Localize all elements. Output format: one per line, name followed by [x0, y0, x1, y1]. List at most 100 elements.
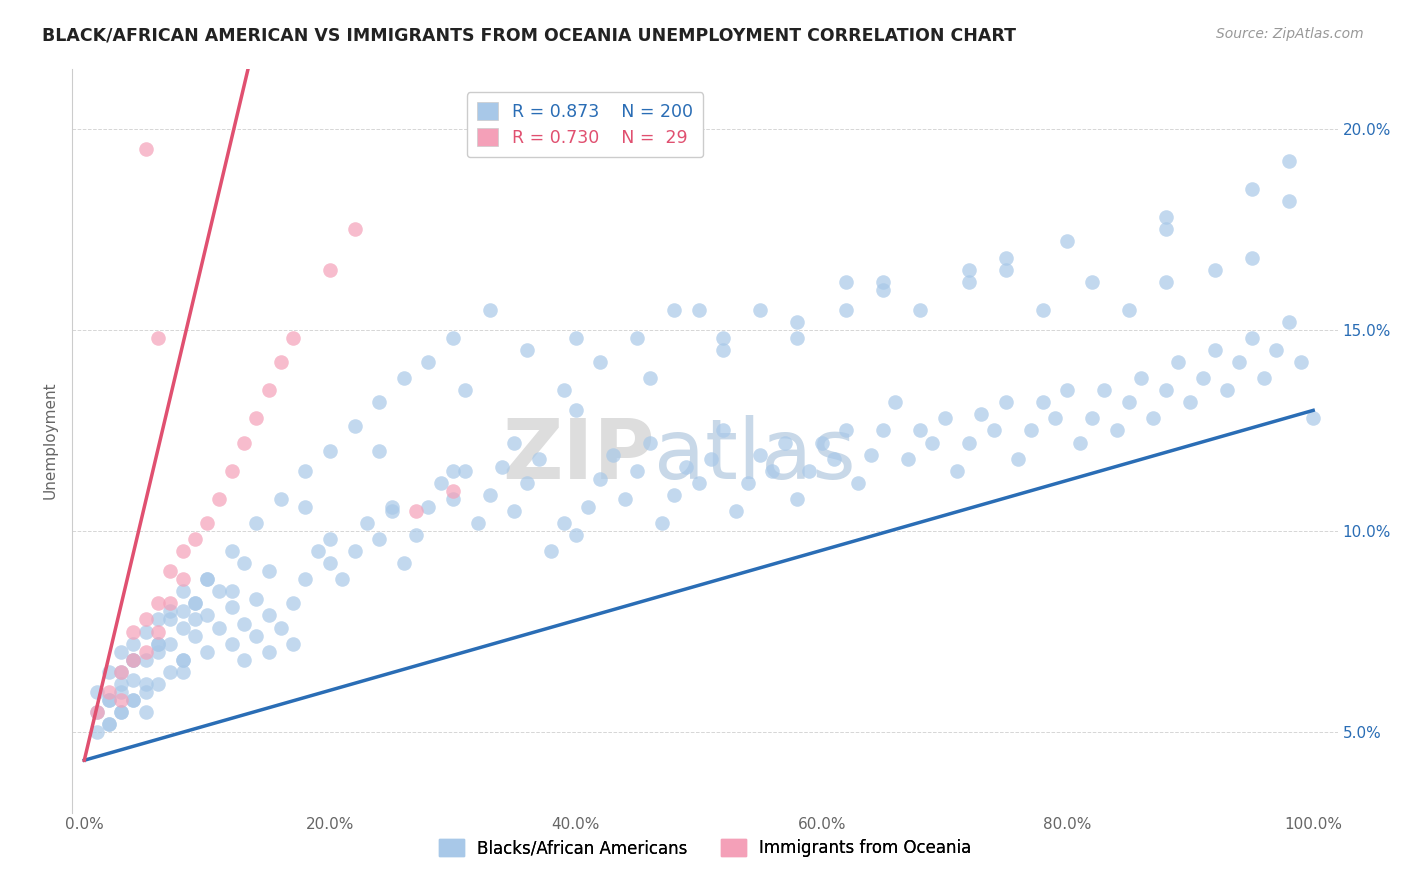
Point — [1130, 371, 1153, 385]
Point — [319, 443, 342, 458]
Point — [97, 717, 120, 731]
Point — [638, 371, 661, 385]
Point — [724, 504, 747, 518]
Point — [172, 544, 194, 558]
Point — [786, 331, 808, 345]
Point — [823, 451, 845, 466]
Point — [478, 488, 501, 502]
Point — [662, 488, 685, 502]
Point — [172, 584, 194, 599]
Point — [934, 411, 956, 425]
Point — [1240, 251, 1263, 265]
Point — [110, 693, 132, 707]
Point — [516, 475, 538, 490]
Point — [994, 395, 1017, 409]
Point — [122, 624, 145, 639]
Point — [195, 645, 218, 659]
Point — [688, 475, 710, 490]
Point — [110, 677, 132, 691]
Point — [245, 411, 267, 425]
Point — [122, 653, 145, 667]
Point — [208, 491, 231, 506]
Point — [1229, 355, 1251, 369]
Point — [294, 572, 316, 586]
Point — [749, 302, 772, 317]
Point — [135, 613, 157, 627]
Point — [343, 419, 366, 434]
Point — [159, 564, 181, 578]
Point — [122, 653, 145, 667]
Point — [195, 572, 218, 586]
Point — [233, 556, 256, 570]
Point — [368, 443, 391, 458]
Legend: Blacks/African Americans, Immigrants from Oceania: Blacks/African Americans, Immigrants fro… — [432, 832, 977, 863]
Point — [135, 645, 157, 659]
Point — [1056, 384, 1078, 398]
Point — [527, 451, 550, 466]
Point — [146, 331, 169, 345]
Point — [294, 500, 316, 514]
Point — [319, 532, 342, 546]
Point — [1240, 182, 1263, 196]
Text: BLACK/AFRICAN AMERICAN VS IMMIGRANTS FROM OCEANIA UNEMPLOYMENT CORRELATION CHART: BLACK/AFRICAN AMERICAN VS IMMIGRANTS FRO… — [42, 27, 1017, 45]
Point — [405, 504, 427, 518]
Point — [270, 355, 292, 369]
Point — [454, 384, 477, 398]
Point — [602, 448, 624, 462]
Point — [86, 725, 108, 739]
Point — [343, 222, 366, 236]
Point — [405, 528, 427, 542]
Point — [1240, 331, 1263, 345]
Point — [553, 384, 575, 398]
Point — [1216, 384, 1239, 398]
Point — [97, 665, 120, 679]
Point — [172, 665, 194, 679]
Point — [122, 637, 145, 651]
Point — [761, 464, 783, 478]
Point — [1081, 275, 1104, 289]
Point — [1032, 302, 1054, 317]
Point — [1118, 302, 1140, 317]
Point — [221, 637, 243, 651]
Point — [356, 516, 378, 530]
Point — [1265, 343, 1288, 357]
Point — [270, 621, 292, 635]
Point — [418, 355, 440, 369]
Point — [110, 665, 132, 679]
Point — [1154, 211, 1177, 225]
Point — [195, 608, 218, 623]
Point — [122, 673, 145, 687]
Point — [1278, 315, 1301, 329]
Point — [97, 693, 120, 707]
Point — [195, 516, 218, 530]
Point — [135, 705, 157, 719]
Point — [380, 500, 402, 514]
Point — [245, 629, 267, 643]
Point — [159, 596, 181, 610]
Point — [921, 435, 943, 450]
Point — [957, 435, 980, 450]
Point — [184, 596, 207, 610]
Y-axis label: Unemployment: Unemployment — [44, 382, 58, 500]
Point — [146, 645, 169, 659]
Point — [1278, 154, 1301, 169]
Point — [86, 705, 108, 719]
Point — [1019, 424, 1042, 438]
Point — [110, 645, 132, 659]
Point — [589, 472, 612, 486]
Point — [626, 331, 648, 345]
Point — [245, 516, 267, 530]
Point — [110, 685, 132, 699]
Point — [1204, 343, 1226, 357]
Point — [159, 604, 181, 618]
Point — [454, 464, 477, 478]
Point — [983, 424, 1005, 438]
Point — [662, 302, 685, 317]
Point — [368, 395, 391, 409]
Point — [441, 331, 464, 345]
Point — [221, 544, 243, 558]
Point — [1302, 411, 1324, 425]
Point — [859, 448, 882, 462]
Point — [392, 371, 415, 385]
Point — [319, 556, 342, 570]
